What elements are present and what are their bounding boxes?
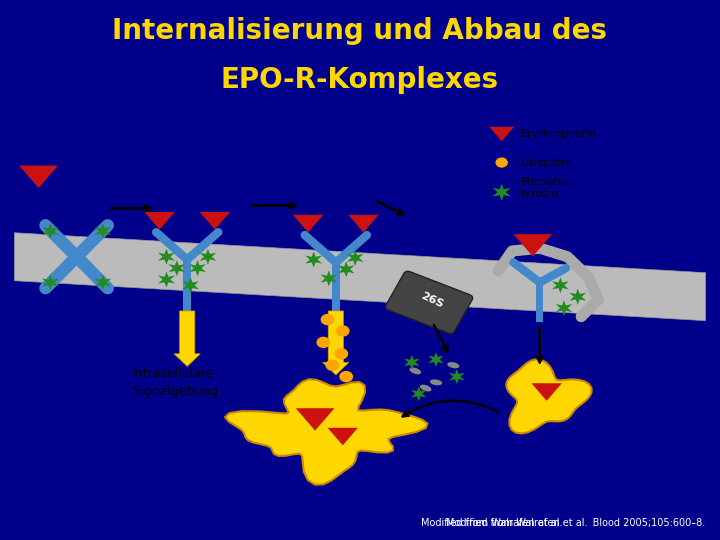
Polygon shape <box>305 252 322 268</box>
Polygon shape <box>144 212 175 230</box>
Circle shape <box>339 371 353 382</box>
Polygon shape <box>14 233 706 321</box>
Polygon shape <box>189 260 206 276</box>
Text: Erythropoetin: Erythropoetin <box>521 129 597 139</box>
Polygon shape <box>428 352 444 367</box>
Circle shape <box>317 336 330 348</box>
Polygon shape <box>492 184 510 201</box>
Polygon shape <box>552 277 569 293</box>
Text: 26S: 26S <box>420 291 446 310</box>
Polygon shape <box>449 369 464 384</box>
Text: Internalisierung und Abbau des: Internalisierung und Abbau des <box>112 17 608 45</box>
Polygon shape <box>182 277 199 293</box>
Ellipse shape <box>410 368 421 374</box>
Text: Modified from Walrafen et al.: Modified from Walrafen et al. <box>421 518 706 528</box>
Polygon shape <box>411 386 426 401</box>
Polygon shape <box>199 212 230 230</box>
FancyArrow shape <box>174 311 200 366</box>
Polygon shape <box>347 250 364 266</box>
Polygon shape <box>158 249 175 265</box>
Polygon shape <box>19 166 58 188</box>
Polygon shape <box>348 215 379 232</box>
FancyArrow shape <box>323 311 349 375</box>
Bar <box>536 282 543 322</box>
Text: Modified from Walrafen et al.  Blood 2005;105:600–8.: Modified from Walrafen et al. Blood 2005… <box>446 518 706 528</box>
Circle shape <box>320 314 334 325</box>
FancyBboxPatch shape <box>386 271 472 334</box>
Polygon shape <box>570 289 586 305</box>
Polygon shape <box>328 428 358 445</box>
Bar <box>184 260 191 311</box>
Bar <box>332 262 340 314</box>
Polygon shape <box>531 383 562 401</box>
Polygon shape <box>199 249 216 265</box>
Circle shape <box>334 348 348 360</box>
Polygon shape <box>556 300 572 316</box>
Text: EPO-R-Komplexes: EPO-R-Komplexes <box>221 66 499 94</box>
Circle shape <box>325 360 339 371</box>
Polygon shape <box>513 234 552 256</box>
Polygon shape <box>296 408 334 430</box>
Text: Phospho-
tyrosin: Phospho- tyrosin <box>521 177 572 199</box>
Polygon shape <box>168 260 185 276</box>
Polygon shape <box>293 215 323 232</box>
Polygon shape <box>338 261 354 277</box>
Polygon shape <box>404 355 420 370</box>
Polygon shape <box>506 359 592 434</box>
Polygon shape <box>94 274 112 291</box>
Polygon shape <box>42 223 59 239</box>
Ellipse shape <box>430 379 442 386</box>
Text: Ubiquitin: Ubiquitin <box>521 158 571 167</box>
Polygon shape <box>158 272 175 288</box>
Polygon shape <box>320 271 337 286</box>
Polygon shape <box>42 274 59 291</box>
Circle shape <box>495 157 508 168</box>
Polygon shape <box>225 379 428 484</box>
Circle shape <box>336 325 350 336</box>
Polygon shape <box>94 223 112 239</box>
Ellipse shape <box>420 385 431 392</box>
Text: Intrazelluläre
Signalgebung: Intrazelluläre Signalgebung <box>132 367 218 398</box>
Ellipse shape <box>447 362 459 368</box>
Polygon shape <box>490 127 514 141</box>
